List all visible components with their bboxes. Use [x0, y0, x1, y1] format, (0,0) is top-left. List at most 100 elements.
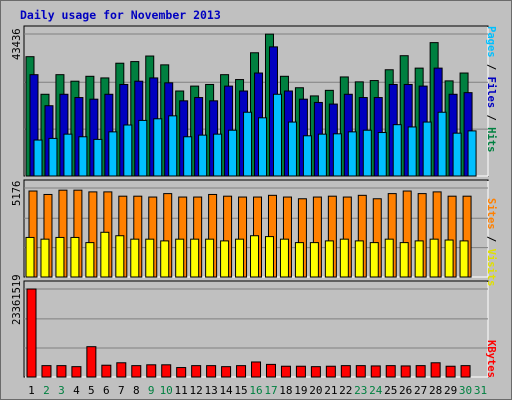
bar-visits-day-25 — [384, 238, 394, 278]
bar-pages-day-4 — [78, 136, 88, 177]
bar-pages-day-22 — [347, 131, 357, 177]
legend-visits: Visits — [485, 248, 497, 287]
bar-pages-day-25 — [392, 124, 402, 177]
bar-kbytes-day-29 — [445, 365, 456, 378]
bar-kbytes-day-9 — [146, 364, 157, 378]
bar-pages-day-26 — [407, 126, 417, 177]
bar-kbytes-day-25 — [385, 365, 396, 378]
day-label-9: 9 — [148, 384, 155, 397]
panel-kbytes — [23, 280, 489, 378]
legend-kbytes-label: KBytes — [485, 340, 497, 378]
day-label-2: 2 — [43, 384, 50, 397]
bar-visits-day-14 — [220, 240, 230, 278]
bar-kbytes-day-28 — [430, 362, 441, 378]
legend-hits: Hits — [485, 127, 497, 153]
bar-kbytes-day-7 — [116, 362, 127, 378]
bar-pages-day-16 — [258, 117, 268, 177]
bar-visits-day-28 — [429, 238, 439, 278]
bar-visits-day-21 — [324, 240, 334, 278]
bar-pages-day-3 — [63, 133, 73, 177]
legend-separator: / — [485, 57, 497, 77]
day-label-4: 4 — [73, 384, 80, 397]
bar-kbytes-day-2 — [41, 365, 52, 378]
legend-pages: Pages — [485, 26, 497, 58]
bar-pages-day-15 — [243, 111, 253, 177]
day-label-16: 16 — [249, 384, 262, 397]
bar-kbytes-day-18 — [280, 365, 291, 378]
bar-kbytes-day-8 — [131, 365, 142, 378]
day-label-31: 31 — [474, 384, 487, 397]
bar-visits-day-2 — [40, 238, 50, 278]
bar-pages-day-20 — [317, 133, 327, 177]
bar-kbytes-day-26 — [400, 365, 411, 378]
day-label-28: 28 — [429, 384, 442, 397]
bar-pages-day-6 — [108, 131, 118, 177]
bar-pages-day-28 — [437, 111, 447, 177]
bar-pages-day-23 — [362, 129, 372, 177]
bar-visits-day-12 — [190, 238, 200, 278]
bar-pages-day-2 — [48, 137, 58, 177]
day-label-30: 30 — [459, 384, 472, 397]
legend-files: Files — [485, 76, 497, 109]
day-label-24: 24 — [369, 384, 383, 397]
bar-visits-day-7 — [115, 235, 125, 278]
kbytes-max-label: 23361519 — [11, 274, 23, 325]
bar-kbytes-day-14 — [221, 366, 232, 378]
bar-pages-day-8 — [138, 119, 148, 177]
bar-kbytes-day-17 — [265, 363, 276, 378]
bar-visits-day-17 — [264, 236, 274, 278]
day-label-22: 22 — [339, 384, 352, 397]
bar-visits-day-3 — [55, 236, 65, 278]
bar-kbytes-day-20 — [310, 366, 321, 378]
legend-sites: Sites — [485, 198, 497, 230]
bar-kbytes-day-22 — [340, 365, 351, 378]
day-label-19: 19 — [294, 384, 307, 397]
legend-separator: / — [485, 108, 497, 128]
bar-pages-day-12 — [198, 134, 208, 177]
day-label-25: 25 — [384, 384, 397, 397]
bar-kbytes-day-23 — [355, 365, 366, 378]
bar-kbytes-day-11 — [176, 367, 187, 378]
day-label-13: 13 — [204, 384, 217, 397]
bar-kbytes-day-16 — [251, 361, 262, 378]
day-label-17: 17 — [264, 384, 277, 397]
bar-visits-day-15 — [235, 238, 245, 278]
bar-visits-day-1 — [25, 236, 35, 278]
bar-pages-day-21 — [332, 133, 342, 177]
bar-visits-day-24 — [369, 242, 379, 278]
bar-kbytes-day-30 — [460, 365, 471, 378]
bar-kbytes-day-21 — [325, 365, 336, 378]
bar-visits-day-9 — [145, 238, 155, 278]
bar-pages-day-13 — [213, 133, 223, 177]
bar-pages-day-18 — [287, 121, 297, 177]
day-label-3: 3 — [58, 384, 65, 397]
day-label-8: 8 — [133, 384, 140, 397]
bar-kbytes-day-3 — [56, 365, 67, 378]
day-label-20: 20 — [309, 384, 322, 397]
bar-visits-day-5 — [85, 242, 95, 278]
legend-hits-files-pages: Pages / Files / Hits — [485, 26, 497, 152]
bar-kbytes-day-19 — [295, 365, 306, 378]
bar-pages-day-14 — [228, 129, 238, 177]
bar-pages-day-1 — [33, 139, 43, 177]
bar-pages-day-24 — [377, 132, 387, 177]
bar-visits-day-23 — [354, 240, 364, 278]
bar-visits-day-19 — [294, 242, 304, 278]
day-label-26: 26 — [399, 384, 412, 397]
bar-kbytes-day-4 — [71, 366, 82, 378]
bar-kbytes-day-27 — [415, 365, 426, 378]
bar-pages-day-27 — [422, 121, 432, 177]
bar-pages-day-9 — [153, 118, 163, 177]
bar-pages-day-30 — [467, 130, 477, 177]
bar-visits-day-20 — [309, 242, 319, 278]
bar-visits-day-27 — [414, 240, 424, 278]
bar-visits-day-22 — [339, 238, 349, 278]
bar-kbytes-day-6 — [101, 364, 112, 378]
legend-sites-visits: Sites / Visits — [485, 198, 497, 287]
bar-kbytes-day-10 — [161, 364, 172, 378]
day-label-18: 18 — [279, 384, 292, 397]
bar-pages-day-5 — [93, 138, 103, 177]
day-label-11: 11 — [175, 384, 188, 397]
bar-kbytes-day-15 — [236, 365, 247, 378]
